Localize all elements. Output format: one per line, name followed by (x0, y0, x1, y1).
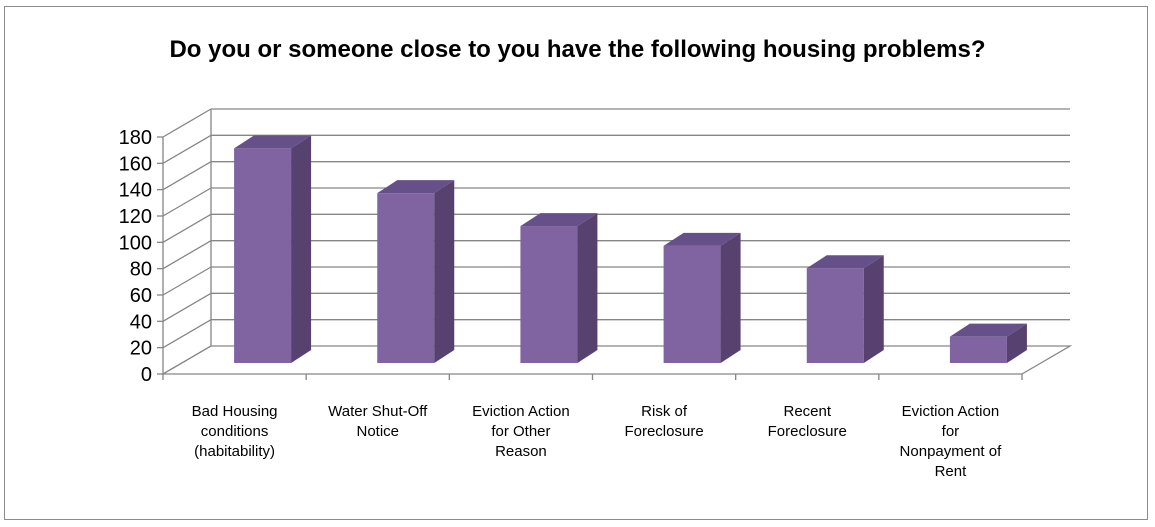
y-tick-label: 160 (119, 153, 152, 175)
bar-side (720, 232, 741, 363)
bar-top (234, 135, 312, 149)
side-gridline (162, 240, 212, 270)
x-category-label: Recent Foreclosure (768, 403, 847, 440)
bar (234, 135, 312, 363)
bar-side (1006, 323, 1027, 363)
y-tick-label: 40 (130, 311, 152, 333)
bar-front (806, 268, 864, 363)
side-gridline (162, 161, 212, 191)
label-layer: Bad Housing conditions (habitability) Water… (192, 403, 1002, 480)
bar-layer (234, 135, 1027, 363)
x-category-label: Eviction Action for Other Reason (472, 403, 570, 460)
side-gridline (162, 213, 212, 243)
bar-top (520, 213, 598, 227)
side-gridline (162, 134, 212, 164)
x-category-label-line: Foreclosure (768, 423, 847, 440)
bar-top (377, 180, 455, 194)
x-category-label-line: Eviction Action (472, 403, 570, 420)
bar-side (577, 213, 598, 363)
y-tick-label: 180 (119, 127, 152, 149)
side-gridline (162, 108, 212, 138)
x-category-label-line: Notice (356, 423, 399, 440)
x-category-label: Bad Housing conditions (habitability) (192, 403, 278, 460)
bar-front (663, 245, 721, 363)
side-gridline (162, 319, 212, 349)
bar-top (663, 232, 741, 246)
y-tick-label: 100 (119, 232, 152, 254)
y-tick-label: 20 (130, 338, 152, 360)
bar-top (806, 255, 884, 269)
bar-front (377, 193, 435, 363)
bar-side (434, 180, 455, 363)
y-tick-label: 80 (130, 259, 152, 281)
x-category-label-line: Risk of (641, 403, 688, 420)
x-category-label-line: Foreclosure (624, 423, 703, 440)
bar (377, 180, 455, 363)
bar-front (949, 336, 1007, 363)
x-category-label: Eviction Action for Nonpayment of Rent (900, 403, 1003, 480)
x-category-label-line: for Other (491, 423, 550, 440)
x-category-label-line: (habitability) (194, 443, 275, 460)
x-category-label: Water Shut-Off Notice (328, 403, 428, 440)
x-category-label-line: Rent (935, 463, 968, 480)
bar-front (520, 226, 578, 363)
x-category-label-line: Eviction Action (902, 403, 1000, 420)
bar (806, 255, 884, 363)
bar (949, 323, 1027, 363)
x-category-label-line: Bad Housing (192, 403, 278, 420)
bar (663, 232, 741, 363)
x-category-label-line: Recent (783, 403, 831, 420)
y-tick-label: 60 (130, 285, 152, 307)
x-category-label-line: for (942, 423, 960, 440)
bar (520, 213, 598, 363)
side-gridline (162, 292, 212, 322)
x-category-label-line: Water Shut-Off (328, 403, 428, 420)
bar-top (949, 323, 1027, 337)
bar-front (234, 148, 292, 363)
chart-title: Do you or someone close to you have the … (169, 36, 986, 63)
x-category-label-line: conditions (201, 423, 269, 440)
y-tick-label: 120 (119, 206, 152, 228)
x-category-label-line: Nonpayment of (900, 443, 1003, 460)
bar-side (863, 255, 884, 363)
side-gridline (162, 266, 212, 296)
bar-side (291, 135, 312, 363)
y-tick-label: 0 (141, 364, 152, 386)
x-category-label: Risk of Foreclosure (624, 403, 703, 440)
x-category-label-line: Reason (495, 443, 547, 460)
side-gridline (162, 187, 212, 217)
grid-layer (160, 108, 1073, 375)
axis-layer: 0 20 40 60 80 100 120 140 160 180 (119, 127, 1023, 386)
y-tick-label: 140 (119, 180, 152, 202)
